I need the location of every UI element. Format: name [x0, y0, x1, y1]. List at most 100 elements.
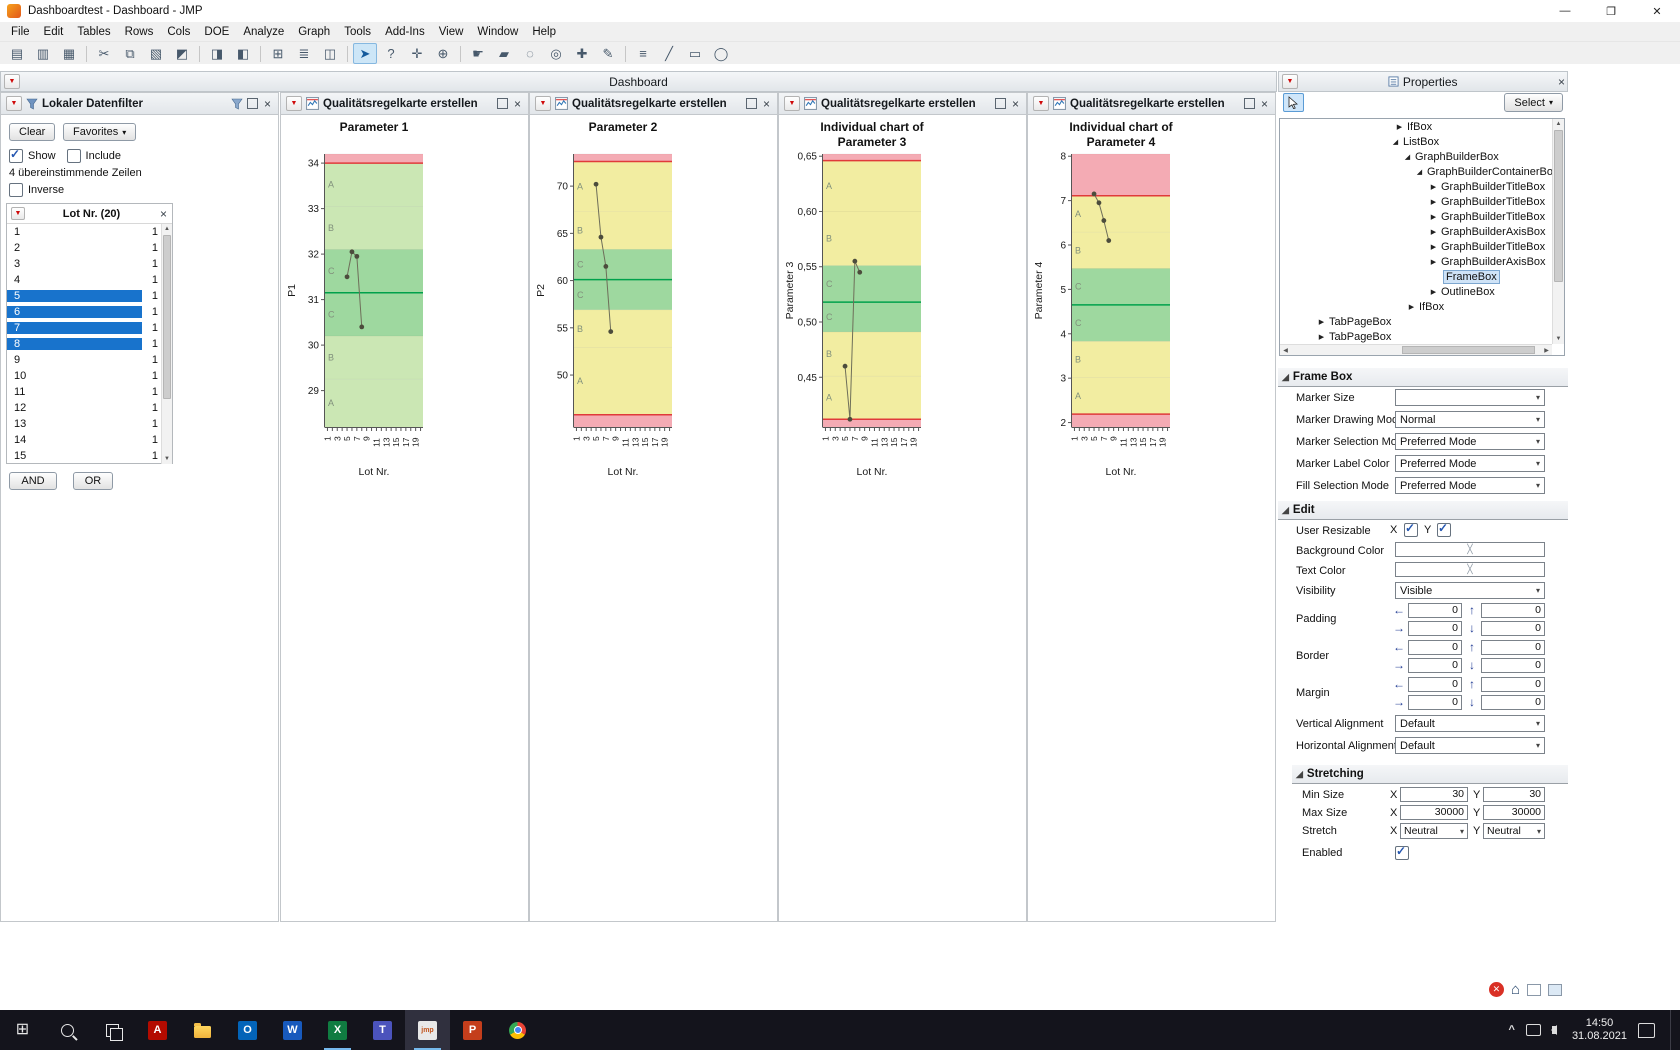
- taskbar-start[interactable]: ⊞: [0, 1010, 45, 1050]
- menu-tools[interactable]: Tools: [344, 25, 372, 38]
- max-size-y-field[interactable]: 30000: [1483, 805, 1545, 820]
- background-color-well[interactable]: ╳: [1395, 542, 1545, 557]
- red-triangle-menu-icon[interactable]: [1282, 74, 1298, 89]
- min-size-x-field[interactable]: 30: [1400, 787, 1468, 802]
- taskbar-acrobat[interactable]: A: [135, 1010, 180, 1050]
- tree-horizontal-scrollbar[interactable]: ◀ ▶: [1280, 344, 1552, 355]
- close-icon[interactable]: ×: [513, 96, 521, 111]
- menu-graph[interactable]: Graph: [298, 25, 331, 38]
- scroll-down-icon[interactable]: ▼: [1555, 336, 1562, 342]
- menu-view[interactable]: View: [438, 25, 464, 38]
- menu-rows[interactable]: Rows: [124, 25, 154, 38]
- close-button[interactable]: ✕: [1652, 5, 1662, 18]
- notification-center-icon[interactable]: [1638, 1022, 1655, 1038]
- remove-filter-icon[interactable]: ×: [159, 206, 167, 221]
- user-resizable-y-checkbox[interactable]: [1437, 521, 1451, 537]
- border-top-field[interactable]: 0: [1481, 640, 1545, 655]
- margin-right-field[interactable]: 0: [1408, 695, 1462, 710]
- expanded-arrow-icon[interactable]: ◢: [1416, 168, 1423, 176]
- user-resizable-x-checkbox[interactable]: [1404, 521, 1418, 537]
- tree-item-listbox[interactable]: ◢ ListBox: [1280, 134, 1552, 149]
- expanded-arrow-icon[interactable]: ◢: [1392, 138, 1399, 146]
- lot-row[interactable]: 15 1: [7, 448, 172, 464]
- display-tray-icon[interactable]: [1525, 1024, 1541, 1036]
- min-size-y-field[interactable]: 30: [1483, 787, 1545, 802]
- rect-tool-icon[interactable]: ▭: [688, 45, 702, 61]
- lot-row[interactable]: 11 1: [7, 384, 172, 400]
- home-window-icon[interactable]: ⌂: [1510, 981, 1520, 998]
- lasso-tool-icon[interactable]: ◌: [526, 46, 534, 61]
- data-table-icon[interactable]: ⊞: [272, 45, 284, 61]
- menu-cols[interactable]: Cols: [167, 25, 191, 38]
- print-icon[interactable]: ◩: [175, 45, 189, 61]
- select-tool-button[interactable]: [1283, 93, 1304, 112]
- line-tool-icon[interactable]: ╱: [665, 45, 673, 61]
- inverse-checkbox[interactable]: [9, 183, 23, 197]
- help-tool-icon[interactable]: ?: [387, 46, 395, 61]
- log-error-icon[interactable]: ✕: [1488, 982, 1504, 997]
- red-triangle-menu-icon[interactable]: [784, 96, 800, 111]
- taskbar-word[interactable]: W: [270, 1010, 315, 1050]
- window-thumbnail-icon[interactable]: [1527, 983, 1541, 996]
- tree-item-graphbuilderaxisbox[interactable]: ▶ GraphBuilderAxisBox: [1280, 254, 1552, 269]
- red-triangle-menu-icon[interactable]: [1033, 96, 1049, 111]
- detach-icon[interactable]: [246, 98, 258, 109]
- tree-item-graphbuildertitlebox[interactable]: ▶ GraphBuilderTitleBox: [1280, 209, 1552, 224]
- funnel-add-icon[interactable]: [231, 98, 243, 110]
- globe-tool-icon[interactable]: ⊕: [437, 45, 449, 61]
- grabber-tool-icon[interactable]: ☛: [472, 45, 484, 61]
- stretching-section-header[interactable]: ◢ Stretching: [1292, 765, 1568, 784]
- border-right-field[interactable]: 0: [1408, 658, 1462, 673]
- taskbar-search[interactable]: [45, 1010, 90, 1050]
- taskbar-excel[interactable]: X: [315, 1010, 360, 1050]
- oval-tool-icon[interactable]: ◯: [713, 45, 729, 61]
- script-icon[interactable]: ≣: [298, 45, 310, 61]
- scrollbar-thumb[interactable]: [163, 235, 171, 399]
- save-icon[interactable]: ▦: [62, 45, 76, 61]
- close-icon[interactable]: ×: [1557, 74, 1565, 89]
- expanded-arrow-icon[interactable]: ◢: [1404, 153, 1411, 161]
- detach-icon[interactable]: [745, 98, 757, 109]
- horizontal-alignment-dropdown[interactable]: Default ▾: [1395, 737, 1545, 754]
- collapsed-arrow-icon[interactable]: ▶: [1318, 318, 1325, 326]
- tree-item-framebox[interactable]: FrameBox: [1280, 269, 1552, 284]
- collapsed-arrow-icon[interactable]: ▶: [1430, 198, 1437, 206]
- tree-item-graphbuildertitlebox[interactable]: ▶ GraphBuilderTitleBox: [1280, 194, 1552, 209]
- property-dropdown[interactable]: ▾: [1395, 389, 1545, 406]
- window-thumbnail-icon[interactable]: [1548, 983, 1562, 996]
- tree-item-outlinebox[interactable]: ▶ OutlineBox: [1280, 284, 1552, 299]
- property-dropdown[interactable]: Normal ▾: [1395, 411, 1545, 428]
- collapsed-arrow-icon[interactable]: ▶: [1430, 183, 1437, 191]
- border-left-field[interactable]: 0: [1408, 640, 1462, 655]
- taskbar-chrome[interactable]: [495, 1010, 540, 1050]
- show-checkbox[interactable]: [9, 147, 23, 163]
- menu-analyze[interactable]: Analyze: [243, 25, 285, 38]
- menu-window[interactable]: Window: [477, 25, 519, 38]
- scroll-up-icon[interactable]: ▲: [164, 226, 170, 232]
- menu-edit[interactable]: Edit: [43, 25, 64, 38]
- pencil-tool-icon[interactable]: ✎: [602, 45, 614, 61]
- taskbar-powerpoint[interactable]: P: [450, 1010, 495, 1050]
- scrollbar-thumb[interactable]: [1402, 346, 1535, 354]
- show-desktop-button[interactable]: [1670, 1010, 1676, 1050]
- lot-row[interactable]: 12 1: [7, 400, 172, 416]
- red-triangle-menu-icon[interactable]: [535, 96, 551, 111]
- red-triangle-menu-icon[interactable]: [11, 207, 25, 220]
- detach-icon[interactable]: [496, 98, 508, 109]
- taskbar-explorer[interactable]: [180, 1010, 225, 1050]
- close-icon[interactable]: ×: [762, 96, 770, 111]
- collapsed-arrow-icon[interactable]: ▶: [1430, 213, 1437, 221]
- and-button[interactable]: AND: [9, 472, 57, 490]
- include-checkbox[interactable]: [66, 149, 81, 163]
- tree-item-ifbox[interactable]: ▶ IfBox: [1280, 119, 1552, 134]
- menu-doe[interactable]: DOE: [204, 25, 230, 38]
- menu-addins[interactable]: Add-Ins: [385, 25, 425, 38]
- detach-icon[interactable]: [994, 98, 1006, 109]
